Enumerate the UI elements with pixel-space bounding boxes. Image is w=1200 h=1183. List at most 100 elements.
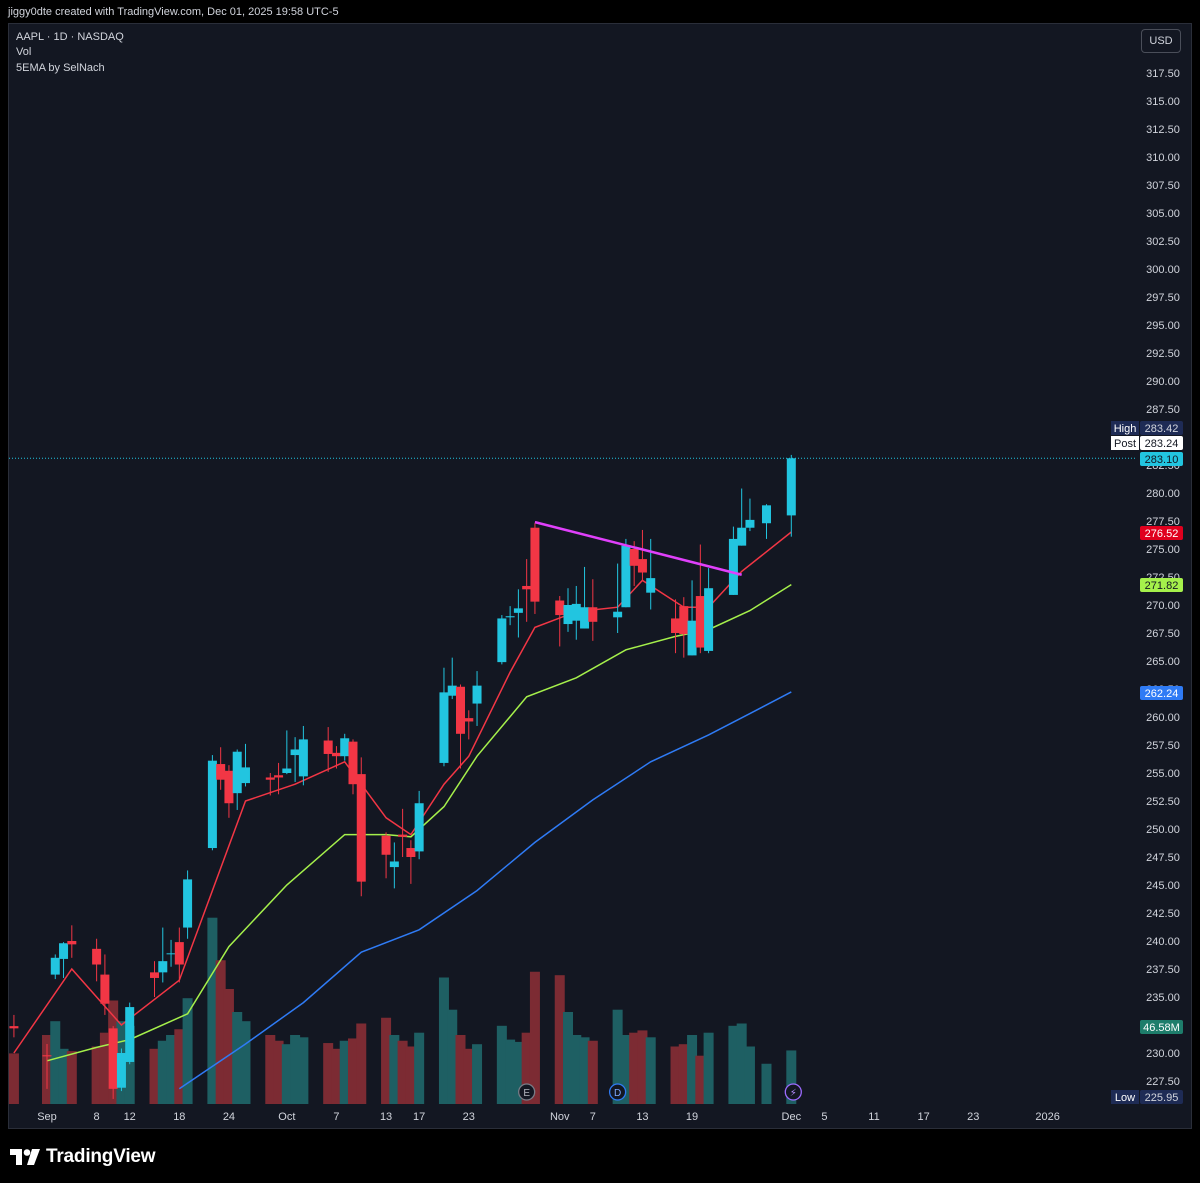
volume-bar [381,1017,392,1104]
candle-body [224,770,234,804]
volume-bar [761,1063,772,1104]
candle-body [100,974,110,1004]
candle-body [398,834,408,837]
candle-body [555,600,565,616]
time-tick-label: 8 [94,1111,100,1123]
last-price-label-value: 283.10 [1145,454,1179,466]
candle-body [290,749,300,756]
price-tick-label: 237.50 [1146,964,1180,976]
volume-bar [91,1046,102,1104]
time-tick-label: 2026 [1035,1111,1059,1123]
time-tick-label: 11 [868,1111,879,1123]
price-tick-label: 257.50 [1146,740,1180,752]
candle-body [629,549,639,566]
volume-bar [265,1035,276,1104]
chart-frame[interactable] [8,23,1192,1129]
volume-bar [347,1038,358,1104]
price-tick-label: 317.50 [1146,68,1180,80]
candle-body [274,775,284,778]
candle-body [265,777,275,780]
price-tick-label: 315.00 [1146,96,1180,108]
price-tick-label: 227.50 [1146,1076,1180,1088]
volume-bar [645,1037,656,1104]
event-marker-icon [608,1083,627,1101]
price-tick-label: 240.00 [1146,936,1180,948]
time-tick-label: 24 [223,1111,235,1123]
volume-bar [389,1035,400,1104]
post-label-box [1140,436,1183,450]
candle-body [406,848,416,857]
volume-bar [99,1032,110,1104]
candle-body [340,738,350,757]
volume-bar [182,998,193,1104]
volume-bar [157,1040,168,1104]
candle-body [646,578,656,593]
candle-body [50,957,60,975]
price-tick-label: 277.50 [1146,516,1180,528]
time-axis: Sep 8 12 18 24 Oct 7 13 17 23 Nov 7 13 19 Dec 5 11 17 23 20… [37,1111,1060,1123]
volume-bar [620,1035,631,1104]
volume-bar [554,975,565,1104]
last-price-label-box [1140,452,1183,466]
candle-body [613,611,623,618]
indicator-legend[interactable]: 5EMA by SelNach [16,62,105,74]
price-tick-label: 302.50 [1146,236,1180,248]
price-tick-label: 247.50 [1146,852,1180,864]
time-tick-label: 13 [380,1111,392,1123]
ema-short-line [13,531,792,1054]
time-tick-label: 7 [333,1111,339,1123]
footer-logo: TradingView [10,1146,156,1168]
candle-body [588,607,598,622]
candle-body [67,941,77,945]
ema-mid-label-box [1140,578,1183,592]
volume-bar [414,1032,425,1104]
volume-bar [124,1025,135,1104]
symbol-legend[interactable]: AAPL · 1D · NASDAQ [16,31,124,43]
volume-label-box [1140,1020,1183,1034]
volume-bar [281,1044,292,1104]
volume-legend[interactable]: Vol [16,46,32,58]
candle-body [59,943,69,959]
price-tick-label: 270.00 [1146,600,1180,612]
volume-bar [505,1039,516,1104]
volume-bar [339,1040,350,1104]
time-tick-label: 17 [917,1111,929,1123]
candle-body [166,953,176,955]
candle-body [464,718,474,722]
ema-lines [13,531,792,1090]
volume-bar [405,1046,416,1104]
high-label-value: 283.42 [1145,423,1179,435]
volume-bar [513,1041,524,1104]
volume-bars [8,917,797,1104]
currency-button[interactable]: USD [1141,29,1181,53]
candle-body [497,618,507,663]
price-tick-label: 295.00 [1146,320,1180,332]
time-tick-label: 23 [463,1111,475,1123]
candles [9,454,796,1099]
candle-body [745,519,755,528]
volume-bar [240,1021,251,1104]
lightning-icon: ⚡ [790,1088,797,1099]
low-label-box [1140,1090,1183,1104]
volume-bar [463,1048,474,1104]
price-tick-label: 305.00 [1146,208,1180,220]
tradingview-logo-icon [10,1149,40,1165]
volume-bar [166,1035,177,1104]
candle-body [456,686,465,734]
price-tick-label: 255.00 [1146,768,1180,780]
volume-bar [703,1032,714,1104]
price-tick-label: 300.00 [1146,264,1180,276]
price-tick-label: 267.50 [1146,628,1180,640]
volume-bar [736,1023,747,1104]
volume-label-value: 46.58M [1143,1022,1180,1034]
volume-bar [670,1046,681,1104]
price-tick-label: 250.00 [1146,824,1180,836]
candle-body [761,505,771,524]
post-label-value: 283.24 [1145,438,1179,450]
volume-bar [207,917,218,1104]
volume-bar [695,1055,706,1104]
candle-body [381,835,391,855]
volume-bar [455,1035,466,1104]
candle-body [108,1028,118,1089]
